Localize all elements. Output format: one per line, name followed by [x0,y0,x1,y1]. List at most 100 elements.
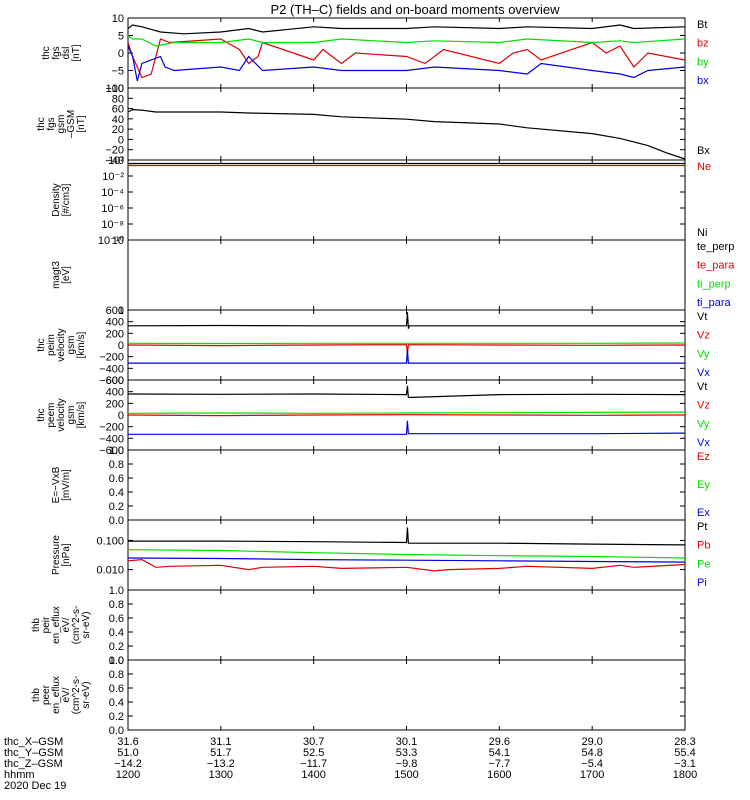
y-tick-label-fgs-dsl: −5 [111,66,124,78]
ylabel-peim: velocity [56,328,67,361]
legend-pressure-Pe: Pe [697,558,710,570]
y-tick-label-peir: 0.8 [109,599,124,611]
series-fgs-dsl-bx [127,45,686,82]
time-row-value: −3.1 [674,758,696,770]
time-row-value: 1800 [673,769,697,781]
y-tick-label-peer: 0.2 [109,711,124,723]
ylabel-fgs-gsm: [nT] [76,115,87,132]
legend-peim-Vx: Vx [697,367,710,379]
ylabel-peim: [km/s] [76,331,87,358]
time-row-value: −11.7 [300,758,327,770]
time-row-value: 1200 [116,769,140,781]
legend-pressure-Pt: Pt [697,521,707,533]
ylabel-density: [#/cm3] [61,183,72,216]
legend-peem-Vz: Vz [697,400,710,412]
series-peim-Vx [128,349,685,364]
time-row-label: thc_Y–GSM [4,747,63,759]
y-tick-label-fgs-gsm: −40 [105,155,124,167]
y-tick-label-density: 10⁻² [102,171,124,183]
series-pressure-Pt [128,527,686,546]
legend-peem-Vt: Vt [697,381,707,393]
y-tick-label-peer: 0.0 [109,725,124,737]
ylabel-peir: sr-eV) [81,611,92,638]
series-peem-Vy [127,411,686,414]
ylabel-peer: en_eflux [51,676,62,714]
panel-frame-density [127,159,686,241]
y-tick-label-efield: 0.8 [109,459,124,471]
ylabel-efield: [mV/m] [61,469,72,501]
ylabel-peem: peem [46,402,57,427]
time-row-value: 54.8 [581,747,602,759]
legend-peem-Vy: Vy [697,418,710,430]
y-tick-label-efield: 0.0 [109,515,124,527]
time-row-value: 53.3 [396,747,417,759]
y-tick-label-peem: −600 [99,445,124,457]
series-peem-Vz [127,414,686,417]
legend-magt3-ti_para: ti_para [697,297,732,309]
y-tick-label-magt3: 10 [112,235,124,247]
time-row-label: thc_X–GSM [4,736,63,748]
time-row-value: −13.2 [207,758,235,770]
time-row-value: 51.7 [210,747,231,759]
series-fgs-dsl-Bt [127,24,686,35]
time-row-value: 30.1 [396,736,417,748]
ylabel-fgs-dsl: fgs [51,46,62,59]
y-tick-label-efield: 0.6 [109,473,124,485]
ylabel-peer: (cm^2-s- [71,676,82,715]
series-fgs-gsm-Bx [127,108,686,160]
y-tick-label-peer: 1.0 [109,655,124,667]
time-row-value: 54.1 [489,747,510,759]
y-tick-label-peem: 200 [106,398,124,410]
legend-magt3-te_para: te_para [697,260,735,272]
y-tick-label-peer: 0.4 [109,697,124,709]
y-tick-label-fgs-gsm: 60 [112,104,124,116]
y-tick-label-fgs-gsm: 20 [112,124,124,136]
y-tick-label-peim: 400 [106,317,124,329]
panel-frame-efield [127,449,686,521]
legend-efield-Ex: Ex [697,507,710,519]
y-tick-label-peim: 200 [106,328,124,340]
time-row-value: −14.2 [114,758,142,770]
time-row-value: 1700 [580,769,604,781]
figure-title: P2 (TH–C) fields and on-board moments ov… [270,2,560,17]
ylabel-peer: sr-eV) [81,681,92,708]
series-peim-Vz [127,344,686,354]
legend-density-Ni: Ni [697,227,707,239]
ylabel-fgs-dsl: thc [41,46,52,59]
ylabel-pressure: [nPa] [61,543,72,567]
y-tick-label-density: 10⁻⁸ [101,219,124,231]
time-row-value: 31.1 [210,736,231,748]
time-row-value: −9.8 [396,758,418,770]
series-fgs-dsl-by [127,35,686,47]
legend-efield-Ez: Ez [697,451,710,463]
legend-pressure-Pi: Pi [697,577,707,589]
legend-magt3-ti_perp: ti_perp [697,278,731,290]
ylabel-efield: E=−VxB [51,466,62,503]
series-peem-Vt [127,385,686,399]
time-row-value: 29.6 [489,736,510,748]
legend-fgs-dsl-bz: bz [697,38,709,50]
time-row-value: 52.5 [303,747,324,759]
y-tick-label-density: 10² [108,155,124,167]
panel-frame-magt3 [127,239,686,311]
legend-fgs-dsl-by: by [697,56,709,68]
y-tick-label-peem: 400 [106,387,124,399]
y-tick-label-peim: −600 [99,375,124,387]
series-peim-Vt [127,312,685,329]
legend-pressure-Pb: Pb [697,540,710,552]
ylabel-peir: thb [31,618,42,632]
time-row-value: 1600 [487,769,511,781]
ylabel-peim: thc [36,338,47,351]
y-tick-label-efield: 0.4 [109,487,124,499]
series-peem-Vx [128,420,686,435]
time-row-label: hhmm [4,769,35,781]
y-tick-label-peem: 600 [106,375,124,387]
time-row-label: thc_Z–GSM [4,758,63,770]
ylabel-pressure: Pressure [51,535,62,575]
date-label: 2020 Dec 19 [4,780,66,792]
time-row-value: −7.7 [488,758,510,770]
y-tick-label-peem: 0 [118,410,124,422]
y-tick-label-peim: 0 [118,340,124,352]
y-tick-label-fgs-gsm: 100 [106,83,124,95]
